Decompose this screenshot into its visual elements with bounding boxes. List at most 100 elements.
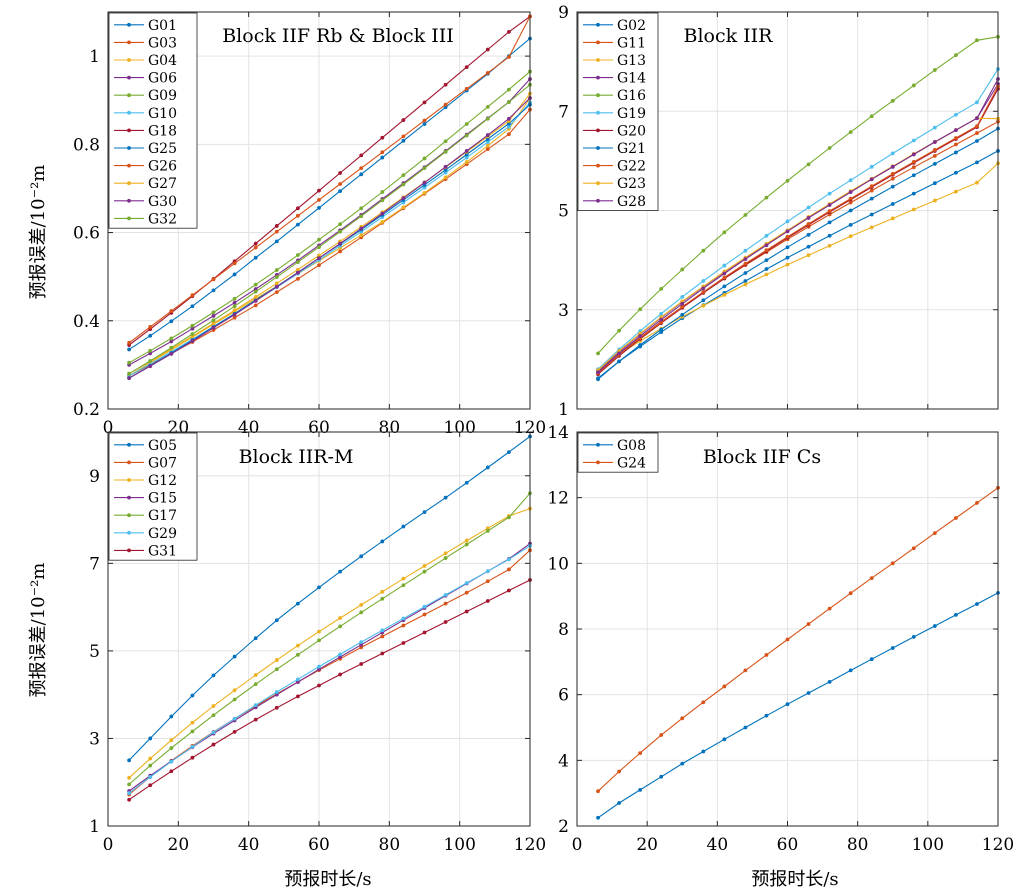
- data-point-G07: [507, 567, 511, 572]
- data-point-G30: [127, 376, 131, 381]
- data-point-G07: [401, 623, 406, 628]
- data-point-G08: [827, 679, 832, 684]
- data-point-G24: [617, 769, 621, 774]
- data-point-G32: [148, 359, 153, 363]
- series-line-G17: [128, 492, 531, 785]
- data-point-G24: [722, 684, 727, 689]
- data-point-G08: [596, 815, 600, 820]
- legend-label-G22: G22: [617, 159, 646, 175]
- y-tick-label: 3: [558, 301, 569, 321]
- series-line-G29: [128, 545, 531, 794]
- data-point-G16: [869, 114, 874, 119]
- y-axis-label-bottom: 预报误差/10⁻²m: [28, 563, 49, 698]
- data-point-G13: [827, 243, 832, 248]
- data-point-G18: [359, 153, 364, 158]
- x-tick-label: 0: [572, 835, 583, 855]
- data-point-G16: [954, 53, 958, 58]
- data-point-G29: [422, 604, 427, 609]
- legend-marker-G14: [596, 75, 600, 80]
- legend-label-G06: G06: [148, 71, 177, 87]
- data-point-G01: [296, 222, 300, 227]
- data-point-G12: [253, 673, 258, 677]
- data-point-G26: [485, 70, 490, 75]
- data-point-G10: [485, 140, 490, 145]
- data-point-G05: [485, 465, 490, 470]
- data-point-G15: [317, 667, 321, 672]
- data-point-G07: [359, 645, 364, 650]
- data-point-G11: [869, 188, 874, 193]
- data-point-G32: [359, 214, 364, 219]
- data-point-G21: [743, 271, 748, 275]
- data-point-G09: [338, 222, 342, 227]
- data-point-G08: [701, 749, 706, 754]
- data-point-G30: [190, 339, 195, 343]
- data-point-G28: [890, 164, 895, 169]
- data-point-G19: [701, 279, 706, 283]
- legend-marker-G23: [596, 181, 600, 186]
- data-point-G02: [975, 160, 979, 165]
- data-point-G09: [127, 360, 131, 365]
- data-point-G26: [380, 150, 385, 155]
- data-point-G26: [507, 55, 511, 59]
- x-tick-label: 120: [982, 835, 1013, 855]
- data-point-G13: [890, 216, 895, 221]
- data-point-G01: [338, 189, 342, 193]
- x-tick-label: 100: [443, 418, 475, 438]
- legend-marker-G08: [596, 442, 600, 447]
- data-point-G17: [359, 610, 364, 615]
- series-line-G10: [128, 102, 531, 377]
- data-point-G06: [211, 314, 216, 318]
- x-tick-label: 100: [912, 835, 944, 855]
- legend-label-G19: G19: [617, 106, 646, 122]
- legend-marker-G26: [127, 163, 131, 168]
- legend-label-G32: G32: [148, 211, 177, 227]
- data-point-G28: [827, 203, 832, 207]
- data-point-G11: [975, 131, 979, 135]
- x-tick-label: 60: [308, 835, 330, 855]
- data-point-G08: [848, 668, 853, 673]
- data-point-G30: [148, 364, 153, 369]
- data-point-G09: [169, 336, 174, 341]
- data-point-G22: [848, 196, 853, 201]
- data-point-G29: [443, 592, 448, 597]
- data-point-G01: [127, 347, 131, 352]
- data-point-G32: [169, 345, 174, 350]
- y-tick-label: 10: [547, 554, 569, 574]
- y-tick-label: 4: [558, 751, 569, 771]
- legend-label-G16: G16: [617, 88, 646, 104]
- data-point-G04: [359, 233, 364, 238]
- data-point-G16: [764, 195, 769, 200]
- data-point-G24: [701, 700, 706, 705]
- data-point-G10: [507, 124, 511, 129]
- data-point-G17: [211, 713, 216, 718]
- data-point-G22: [722, 275, 727, 280]
- x-tick-label: 40: [707, 835, 729, 855]
- data-point-G22: [764, 248, 769, 253]
- data-point-G29: [338, 652, 342, 657]
- data-point-G22: [827, 209, 832, 213]
- data-point-G19: [827, 191, 832, 196]
- data-point-G12: [169, 738, 174, 743]
- data-point-G11: [911, 165, 916, 170]
- data-point-G18: [253, 241, 258, 246]
- data-point-G13: [764, 272, 769, 277]
- y-tick-label: 5: [558, 202, 569, 222]
- data-point-G09: [380, 190, 385, 194]
- legend-label-G08: G08: [617, 438, 646, 454]
- data-point-G02: [890, 202, 895, 206]
- x-tick-label: 100: [443, 835, 475, 855]
- data-point-G28: [932, 140, 937, 144]
- data-point-G19: [932, 125, 937, 130]
- x-tick-label: 40: [238, 418, 260, 438]
- data-point-G24: [785, 637, 790, 642]
- data-point-G02: [806, 244, 811, 249]
- legend-label-G30: G30: [148, 194, 177, 210]
- data-point-G09: [296, 253, 300, 257]
- data-point-G17: [169, 746, 174, 750]
- data-point-G17: [443, 556, 448, 560]
- data-point-G17: [232, 697, 237, 702]
- data-point-G09: [422, 156, 427, 161]
- data-point-G31: [274, 705, 279, 710]
- data-point-G04: [464, 160, 469, 164]
- legend-marker-G09: [127, 93, 131, 98]
